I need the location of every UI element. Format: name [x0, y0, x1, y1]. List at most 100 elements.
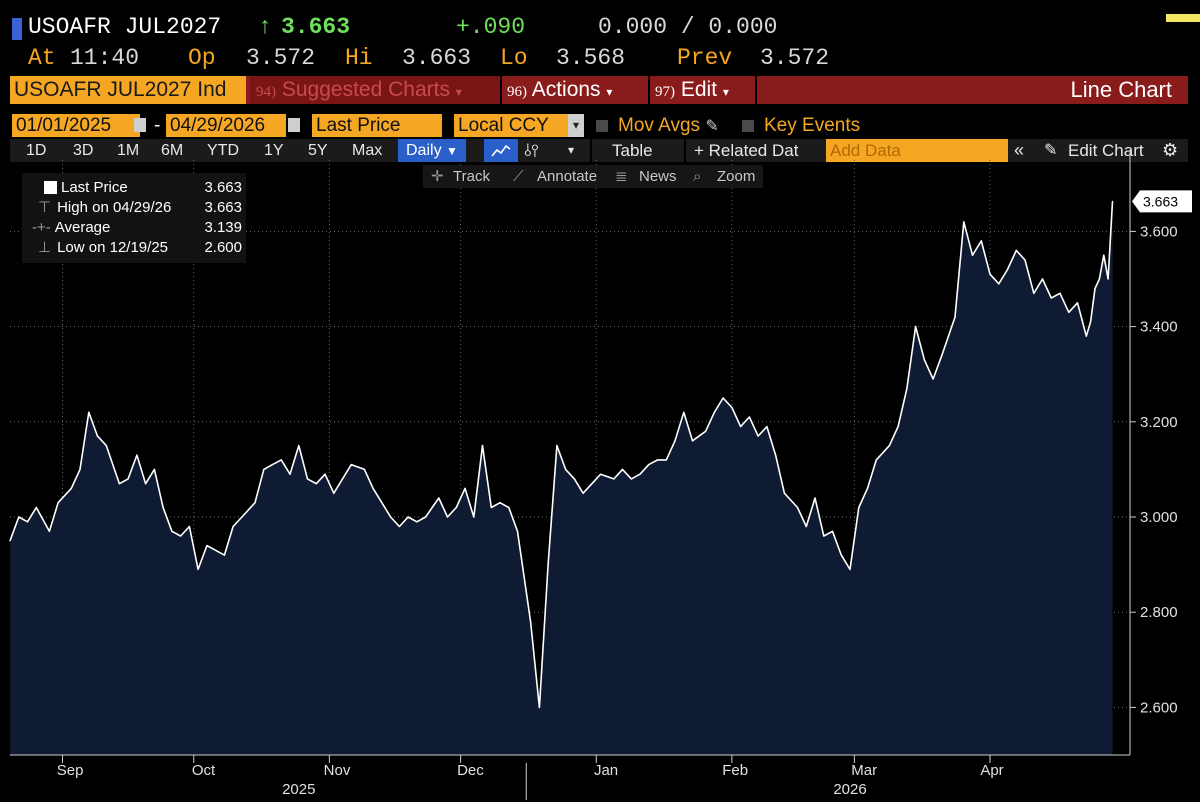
data-point: [57, 502, 59, 504]
data-point: [516, 530, 519, 532]
low-label: Lo: [500, 45, 528, 71]
gear-icon[interactable]: ⚙: [1162, 140, 1179, 160]
data-point: [88, 411, 90, 413]
legend-last-price[interactable]: Last Price 3.663: [30, 178, 242, 198]
collapse-icon[interactable]: «: [1014, 140, 1025, 160]
toolbar-divider: [684, 139, 686, 162]
data-point: [333, 492, 335, 494]
edit-chart-button[interactable]: Edit Chart: [1068, 141, 1144, 160]
last-value-tag-label: 3.663: [1143, 193, 1178, 209]
data-point: [289, 473, 291, 475]
dropdown-arrow-icon[interactable]: ▾: [568, 114, 584, 137]
data-point: [363, 468, 365, 470]
security-field[interactable]: USOAFR JUL2027 Ind: [10, 76, 246, 104]
data-point: [1041, 278, 1044, 280]
period-1d[interactable]: 1D: [26, 142, 47, 159]
period-5y[interactable]: 5Y: [308, 142, 328, 159]
data-point: [1033, 292, 1035, 294]
legend-low-value: 2.600: [204, 239, 242, 256]
period-max[interactable]: Max: [352, 142, 383, 159]
data-point: [1085, 335, 1087, 337]
data-point: [906, 387, 908, 390]
x-tick-label: Oct: [192, 762, 216, 779]
calendar-icon[interactable]: [288, 118, 300, 132]
chart-tools-toolbar: ✛ Track ⟋ Annotate ≣ News ⌕ Zoom: [423, 165, 763, 188]
data-point: [963, 221, 965, 223]
data-point: [118, 483, 120, 485]
calendar-icon[interactable]: [134, 118, 146, 132]
suggested-charts-menu[interactable]: 94) Suggested Charts ▾: [250, 76, 500, 104]
zoom-button[interactable]: Zoom: [717, 168, 756, 185]
dropdown-arrow-icon[interactable]: ▾: [568, 143, 575, 157]
frequency-selector[interactable]: Daily ▼: [398, 139, 466, 162]
currency-selector[interactable]: Local CCY: [454, 114, 568, 137]
key-events-toggle[interactable]: Key Events: [742, 114, 860, 137]
data-point: [1050, 297, 1052, 299]
data-point: [1076, 302, 1079, 304]
data-point: [665, 459, 667, 461]
data-point: [263, 468, 265, 470]
data-point: [438, 497, 440, 499]
dropdown-arrow-icon: ▾: [722, 85, 729, 99]
high-marker-icon: ⊤: [38, 199, 52, 216]
track-button[interactable]: Track: [453, 168, 490, 185]
data-point: [197, 568, 199, 571]
data-point: [613, 478, 615, 480]
data-point: [875, 459, 877, 461]
table-button[interactable]: Table: [612, 141, 653, 160]
actions-menu[interactable]: 96) Actions ▾: [507, 76, 650, 104]
price-area-fill: [10, 201, 1113, 755]
news-icon[interactable]: ≣: [615, 168, 628, 185]
data-point: [565, 468, 567, 470]
period-1m[interactable]: 1M: [117, 142, 140, 159]
data-point: [971, 254, 974, 256]
bar-chart-icon[interactable]: ⫰⫯: [524, 141, 539, 160]
bid-ask: 0.000 / 0.000: [598, 14, 778, 40]
track-crosshair-icon[interactable]: ✛: [431, 168, 444, 185]
data-point: [188, 525, 190, 528]
data-point: [162, 506, 164, 509]
data-point: [372, 487, 374, 489]
related-data-button[interactable]: + Related Dat: [694, 141, 799, 160]
period-1y[interactable]: 1Y: [264, 142, 284, 159]
annotate-button[interactable]: Annotate: [537, 168, 598, 185]
mov-avgs-checkbox[interactable]: [596, 119, 608, 132]
end-date-field[interactable]: 04/29/2026: [166, 114, 286, 137]
pencil-icon[interactable]: ✎: [705, 118, 719, 135]
period-ytd[interactable]: YTD: [207, 142, 239, 159]
data-point: [350, 464, 352, 466]
edit-menu[interactable]: 97) Edit ▾: [655, 76, 755, 104]
y-tick-label: 3.200: [1140, 414, 1178, 431]
add-data-input[interactable]: Add Data: [826, 139, 1008, 162]
period-3d[interactable]: 3D: [73, 142, 94, 159]
data-point: [731, 406, 733, 409]
data-point: [79, 468, 81, 470]
annotate-icon[interactable]: ⟋: [513, 168, 524, 185]
key-events-checkbox[interactable]: [742, 119, 754, 132]
field-selector[interactable]: Last Price: [312, 114, 442, 137]
pencil-icon[interactable]: ✎: [1044, 142, 1058, 159]
period-6m[interactable]: 6M: [161, 142, 184, 159]
data-point: [897, 426, 899, 428]
start-date-field[interactable]: 01/01/2025: [12, 114, 140, 137]
last-price: 3.663: [281, 14, 351, 40]
dropdown-arrow-icon: ▾: [606, 85, 613, 99]
data-point: [26, 521, 29, 523]
mov-avgs-toggle[interactable]: Mov Avgs ✎: [596, 114, 719, 137]
data-point: [831, 530, 834, 532]
data-point: [1068, 311, 1070, 313]
mov-avgs-label: Mov Avgs: [618, 115, 701, 136]
data-point: [600, 473, 602, 475]
high-value: 3.663: [402, 45, 472, 71]
news-button[interactable]: News: [639, 168, 677, 185]
data-point: [446, 516, 449, 518]
zoom-icon[interactable]: ⌕: [693, 168, 702, 185]
data-point: [866, 487, 869, 489]
data-point: [1098, 278, 1100, 280]
line-chart-icon[interactable]: [484, 139, 518, 162]
data-point: [775, 454, 777, 456]
actions-number: 96): [507, 84, 527, 100]
legend-last-label: Last Price: [61, 179, 128, 196]
data-point: [315, 483, 317, 485]
